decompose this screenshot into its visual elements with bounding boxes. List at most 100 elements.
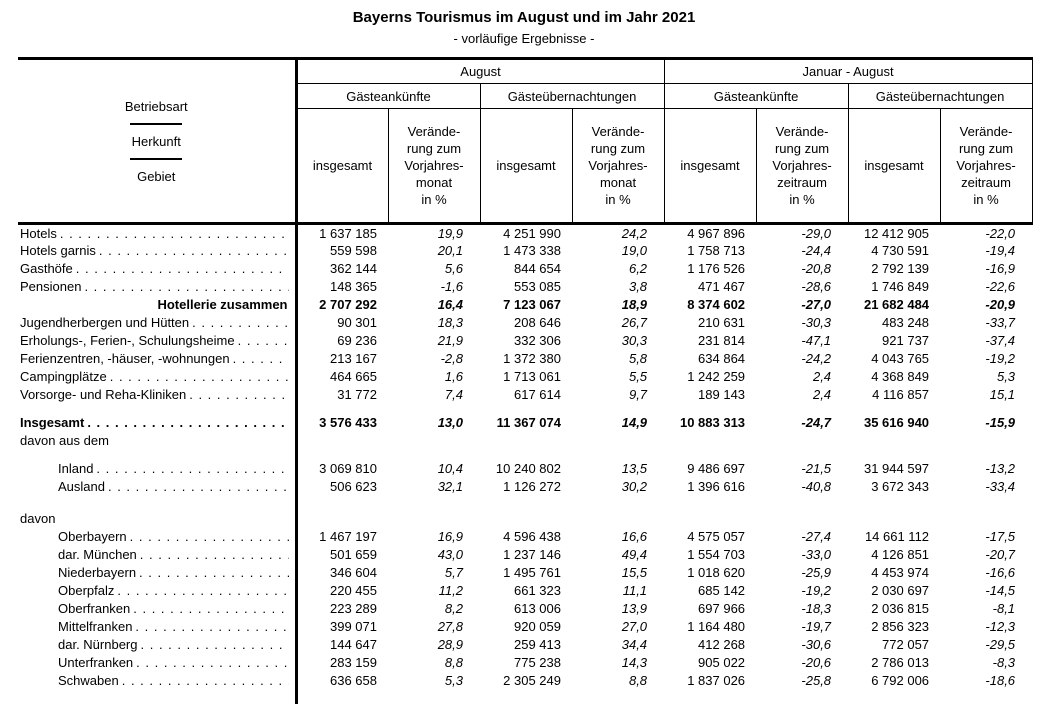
- value-total-cell: 2 792 139: [871, 261, 930, 276]
- value-change-cell: -20,7: [985, 547, 1016, 562]
- table-row: Insgesamt 3 576 433 13,0 11 367 074 14,9 10 8…: [18, 413, 1032, 432]
- value-change-cell: 5,3: [444, 673, 463, 688]
- stub-divider: [130, 157, 183, 160]
- value-total-cell: [848, 510, 940, 528]
- table-row: Oberbayern 1 467 197 16,9 4 596 438 16,6 4 57…: [18, 527, 1032, 546]
- table-row: Niederbayern 346 604 5,7 1 495 761 15,5 1 018…: [18, 563, 1032, 582]
- subgroup-gaesteuebernachtungen-jan-aug: Gästeübernachtungen: [847, 83, 1033, 109]
- value-change-cell: -30,3: [801, 315, 832, 330]
- stub-header: Betriebsart Herkunft Gebiet: [18, 57, 298, 225]
- value-change-cell: [572, 510, 664, 528]
- value-total-cell: 12 412 905: [863, 225, 930, 241]
- value-total-cell: 7 123 067: [503, 297, 561, 312]
- value-change-cell: -12,3: [985, 619, 1016, 634]
- row-label: Insgesamt: [20, 415, 85, 430]
- value-total-cell: 2 305 249: [503, 673, 561, 688]
- row-label-cell: Ausland: [18, 477, 298, 496]
- value-total-cell: 4 126 851: [871, 547, 930, 562]
- value-change-cell: 34,4: [621, 637, 648, 652]
- value-change-cell: 13,0: [437, 415, 463, 430]
- value-total-cell: 6 792 006: [871, 673, 930, 688]
- subgroup-gaesteankuenfte-august: Gästeankünfte: [295, 83, 481, 109]
- value-total-cell: 613 006: [514, 601, 561, 616]
- value-change-cell: -20,6: [801, 655, 832, 670]
- value-total-cell: 1 837 026: [687, 673, 746, 688]
- value-total-cell: [480, 510, 572, 528]
- value-total-cell: 921 737: [882, 333, 930, 348]
- row-label: Schwaben: [58, 673, 119, 688]
- row-label-cell: Jugendherbergen und Hütten: [18, 313, 298, 332]
- value-total-cell: 208 646: [514, 315, 561, 330]
- row-label-cell: Oberpfalz: [18, 581, 298, 600]
- dot-leader: [139, 565, 288, 580]
- dot-leader: [87, 415, 288, 430]
- value-change-cell: 16,4: [437, 297, 463, 312]
- dot-leader: [133, 601, 288, 616]
- value-change-cell: -19,2: [801, 583, 832, 598]
- value-total-cell: 553 085: [514, 279, 561, 294]
- page-title: Bayerns Tourismus im August und im Jahr …: [352, 9, 696, 26]
- row-label: Hotellerie zusammen: [157, 297, 288, 312]
- row-label-cell: dar. Nürnberg: [18, 635, 298, 654]
- value-total-cell: 1 473 338: [503, 243, 561, 258]
- value-total-cell: 559 598: [330, 243, 377, 258]
- value-total-cell: 1 018 620: [687, 565, 746, 580]
- value-total-cell: 4 453 974: [871, 565, 930, 580]
- table-row: Unterfranken 283 159 8,8 775 238 14,3 905 022…: [18, 653, 1032, 672]
- value-change-cell: -20,9: [985, 297, 1016, 312]
- row-label: Niederbayern: [58, 565, 137, 580]
- value-total-cell: [848, 432, 940, 450]
- table-row: Jugendherbergen und Hütten 90 301 18,3 208 …: [18, 313, 1032, 332]
- table-row: Hotels 1 637 185 19,9 4 251 990 24,2 4 967 89…: [18, 223, 1032, 242]
- title-block: Bayerns Tourismus im August und im Jahr …: [0, 0, 1048, 48]
- value-total-cell: 4 575 057: [687, 529, 746, 544]
- value-total-cell: [664, 510, 756, 528]
- value-change-cell: -47,1: [801, 333, 832, 348]
- value-change-cell: -33,0: [801, 547, 832, 562]
- table-row: Vorsorge- und Reha-Kliniken 31 772 7,4 617 …: [18, 385, 1032, 404]
- value-change-cell: -25,9: [801, 565, 832, 580]
- value-total-cell: 2 786 013: [871, 655, 930, 670]
- table-row: Gasthöfe 362 144 5,6 844 654 6,2 1 176 526 -20…: [18, 259, 1032, 278]
- value-change-cell: -28,6: [801, 279, 832, 294]
- value-total-cell: 220 455: [330, 583, 377, 598]
- spacer-row: [18, 495, 1032, 510]
- value-total-cell: 332 306: [514, 333, 561, 348]
- value-total-cell: 223 289: [330, 601, 377, 616]
- value-change-cell: -19,4: [985, 243, 1016, 258]
- value-total-cell: 1 126 272: [503, 479, 561, 494]
- value-change-cell: 30,3: [621, 333, 648, 348]
- value-total-cell: 1 495 761: [503, 565, 561, 580]
- row-label: dar. München: [58, 547, 137, 562]
- value-change-cell: 2,4: [812, 369, 832, 384]
- value-total-cell: 506 623: [330, 479, 377, 494]
- value-total-cell: 399 071: [330, 619, 377, 634]
- value-total-cell: 4 251 990: [503, 225, 561, 241]
- value-total-cell: 11 367 074: [496, 415, 561, 430]
- value-change-cell: 11,1: [622, 583, 648, 598]
- value-change-cell: 5,3: [996, 369, 1016, 384]
- value-change-cell: 28,9: [437, 637, 463, 652]
- spacer-row: [18, 689, 1032, 704]
- value-total-cell: 1 237 146: [503, 547, 561, 562]
- spacer-row: [18, 449, 1032, 460]
- value-total-cell: [480, 432, 572, 450]
- stub-header-betriebsart: Betriebsart: [124, 98, 188, 114]
- value-change-cell: 49,4: [621, 547, 648, 562]
- row-label-cell: Oberbayern: [18, 527, 298, 546]
- dot-leader: [189, 387, 288, 402]
- value-change-cell: [756, 432, 848, 450]
- dot-leader: [238, 333, 289, 348]
- value-total-cell: 464 665: [330, 369, 377, 384]
- value-total-cell: 4 043 765: [871, 351, 930, 366]
- value-change-cell: -40,8: [801, 479, 832, 494]
- table-row: Oberpfalz 220 455 11,2 661 323 11,1 685 142 -1…: [18, 581, 1032, 600]
- row-label: Hotels garnis: [20, 243, 96, 258]
- value-change-cell: 15,1: [989, 387, 1016, 402]
- row-label-cell: [18, 495, 298, 510]
- row-label-cell: [18, 689, 298, 704]
- value-change-cell: -25,8: [801, 673, 832, 688]
- value-change-cell: [940, 432, 1032, 450]
- value-change-cell: 10,4: [437, 461, 463, 476]
- value-change-cell: [388, 432, 480, 450]
